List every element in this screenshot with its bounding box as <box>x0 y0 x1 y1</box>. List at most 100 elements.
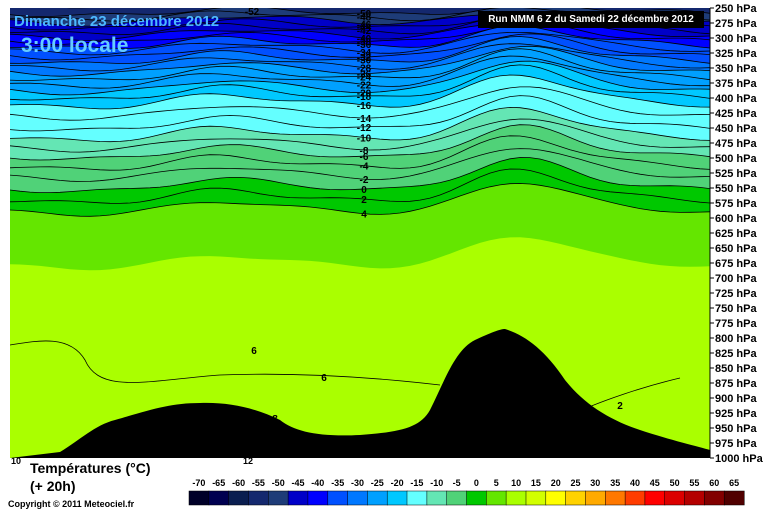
colorbar-swatch <box>446 490 468 506</box>
colorbar-swatch <box>624 490 646 506</box>
isotherm--14 <box>10 86 710 121</box>
isotherm-label: -38 <box>357 38 372 49</box>
colorbar-swatch <box>704 490 725 506</box>
x-axis-labels: 10 12 <box>11 456 253 466</box>
axis-tick-label: 400 hPa <box>715 93 757 105</box>
legend-subtitle: (+ 20h) <box>30 478 76 494</box>
axis-tick-label: 900 hPa <box>715 393 757 405</box>
colorbar-swatch <box>406 490 428 506</box>
colorbar-tick-label: 20 <box>551 478 561 488</box>
date-title: Dimanche 23 décembre 2012 <box>14 13 220 30</box>
isotherm--12 <box>10 95 710 132</box>
axis-tick-label: 925 hPa <box>715 408 757 420</box>
isotherm-label: -16 <box>357 101 372 112</box>
isotherm-label: -22 <box>357 81 372 92</box>
isotherm-label: -52 <box>245 7 260 18</box>
isotherm-0 <box>10 157 710 193</box>
colorbar-swatch <box>228 490 249 506</box>
isotherm-label: -30 <box>357 56 372 67</box>
isotherm-label: -36 <box>357 40 372 51</box>
axis-tick-label: 950 hPa <box>715 423 757 435</box>
x-label: 10 <box>11 456 21 466</box>
isotherm-label: -28 <box>357 64 372 75</box>
isotherm--24 <box>10 48 710 81</box>
colorbar-swatch <box>386 490 408 506</box>
axis-tick-label: 325 hPa <box>715 48 757 60</box>
colorbar-swatch <box>307 490 329 506</box>
colorbar-tick-label: -40 <box>311 478 324 488</box>
axis-tick-label: 775 hPa <box>715 318 757 330</box>
colorbar-tick-label: 35 <box>610 478 620 488</box>
axis-tick-label: 550 hPa <box>715 183 757 195</box>
colorbar-tick-label: 55 <box>689 478 699 488</box>
isotherm-label: 2 <box>617 401 623 412</box>
axis-tick-label: 825 hPa <box>715 348 757 360</box>
colorbar-swatch <box>248 490 269 506</box>
colorbar-tick-label: -10 <box>430 478 443 488</box>
isotherm--4 <box>10 135 710 171</box>
colorbar-tick-label: -15 <box>410 478 423 488</box>
colorbar-tick-label: 50 <box>670 478 680 488</box>
colorbar-tick-label: -65 <box>212 478 225 488</box>
isotherm--28 <box>10 43 710 72</box>
isotherm--8 <box>10 118 710 153</box>
colorbar-tick-label: -50 <box>272 478 285 488</box>
colorbar-swatch <box>426 490 448 506</box>
pressure-axis: 250 hPa 275 hPa 300 hPa 325 hPa 350 hPa 375 h… <box>709 3 764 465</box>
isotherm--50 <box>10 8 710 18</box>
isotherm--6 <box>10 124 710 161</box>
axis-tick-label: 300 hPa <box>715 33 757 45</box>
isotherm-label: -46 <box>357 20 372 31</box>
isotherm--26 <box>10 45 710 77</box>
isotherm--2 <box>10 148 710 182</box>
isotherm-label: -18 <box>357 92 372 103</box>
axis-tick-label: 975 hPa <box>715 438 757 450</box>
axis-tick-label: 800 hPa <box>715 333 757 345</box>
axis-tick-label: 425 hPa <box>715 108 757 120</box>
isotherm-label: 4 <box>361 210 367 221</box>
isotherm--20 <box>10 60 710 96</box>
isotherm-label: -6 <box>360 152 369 163</box>
axis-tick-label: 525 hPa <box>715 168 757 180</box>
colorbar-tick-label: -60 <box>232 478 245 488</box>
isotherm-label: -26 <box>357 70 372 81</box>
isotherm--32 <box>10 33 710 61</box>
colorbar-tick-label: 40 <box>630 478 640 488</box>
colorbar-swatch <box>367 490 388 506</box>
isotherm-label: -50 <box>357 9 372 20</box>
colorbar-tick-label: 15 <box>531 478 541 488</box>
colorbar-swatch <box>585 490 606 506</box>
colorbar-tick-label: -55 <box>252 478 265 488</box>
isotherm--34 <box>10 32 710 56</box>
colorbar-swatch <box>545 490 567 506</box>
colorbar-tick-label: -20 <box>391 478 404 488</box>
colorbar-swatch <box>505 490 527 506</box>
colorbar-tick-label: -5 <box>453 478 461 488</box>
isotherm-label: -14 <box>357 114 372 125</box>
isotherm-label: -40 <box>357 34 372 45</box>
isotherm--36 <box>10 25 710 49</box>
terrain <box>10 329 710 458</box>
isotherm-label: -4 <box>360 162 369 173</box>
isotherm-label: -48 <box>357 13 372 24</box>
isotherm-label: -34 <box>357 48 372 59</box>
isotherm-label: 2 <box>361 195 367 206</box>
time-title: 3:00 locale <box>21 34 129 57</box>
colorbar-swatch <box>644 490 666 506</box>
legend-title: Températures (°C) <box>30 460 151 476</box>
isotherm-label: -42 <box>357 26 372 37</box>
colorbar-tick-label: 5 <box>494 478 499 488</box>
isotherm--30 <box>10 36 710 64</box>
colorbar-swatch <box>208 490 230 506</box>
colorbar-swatch <box>664 490 686 506</box>
axis-tick-label: 475 hPa <box>715 138 757 150</box>
isotherm--10 <box>10 106 710 143</box>
isotherm-label: 8 <box>272 414 278 425</box>
colorbar-tick-label: -30 <box>351 478 364 488</box>
isotherm-label: -24 <box>357 72 372 83</box>
isotherm-label: -8 <box>360 146 369 157</box>
colorbar-swatch <box>287 490 309 506</box>
colorbar-tick-label: 65 <box>729 478 739 488</box>
isotherm-label: -12 <box>357 123 372 134</box>
